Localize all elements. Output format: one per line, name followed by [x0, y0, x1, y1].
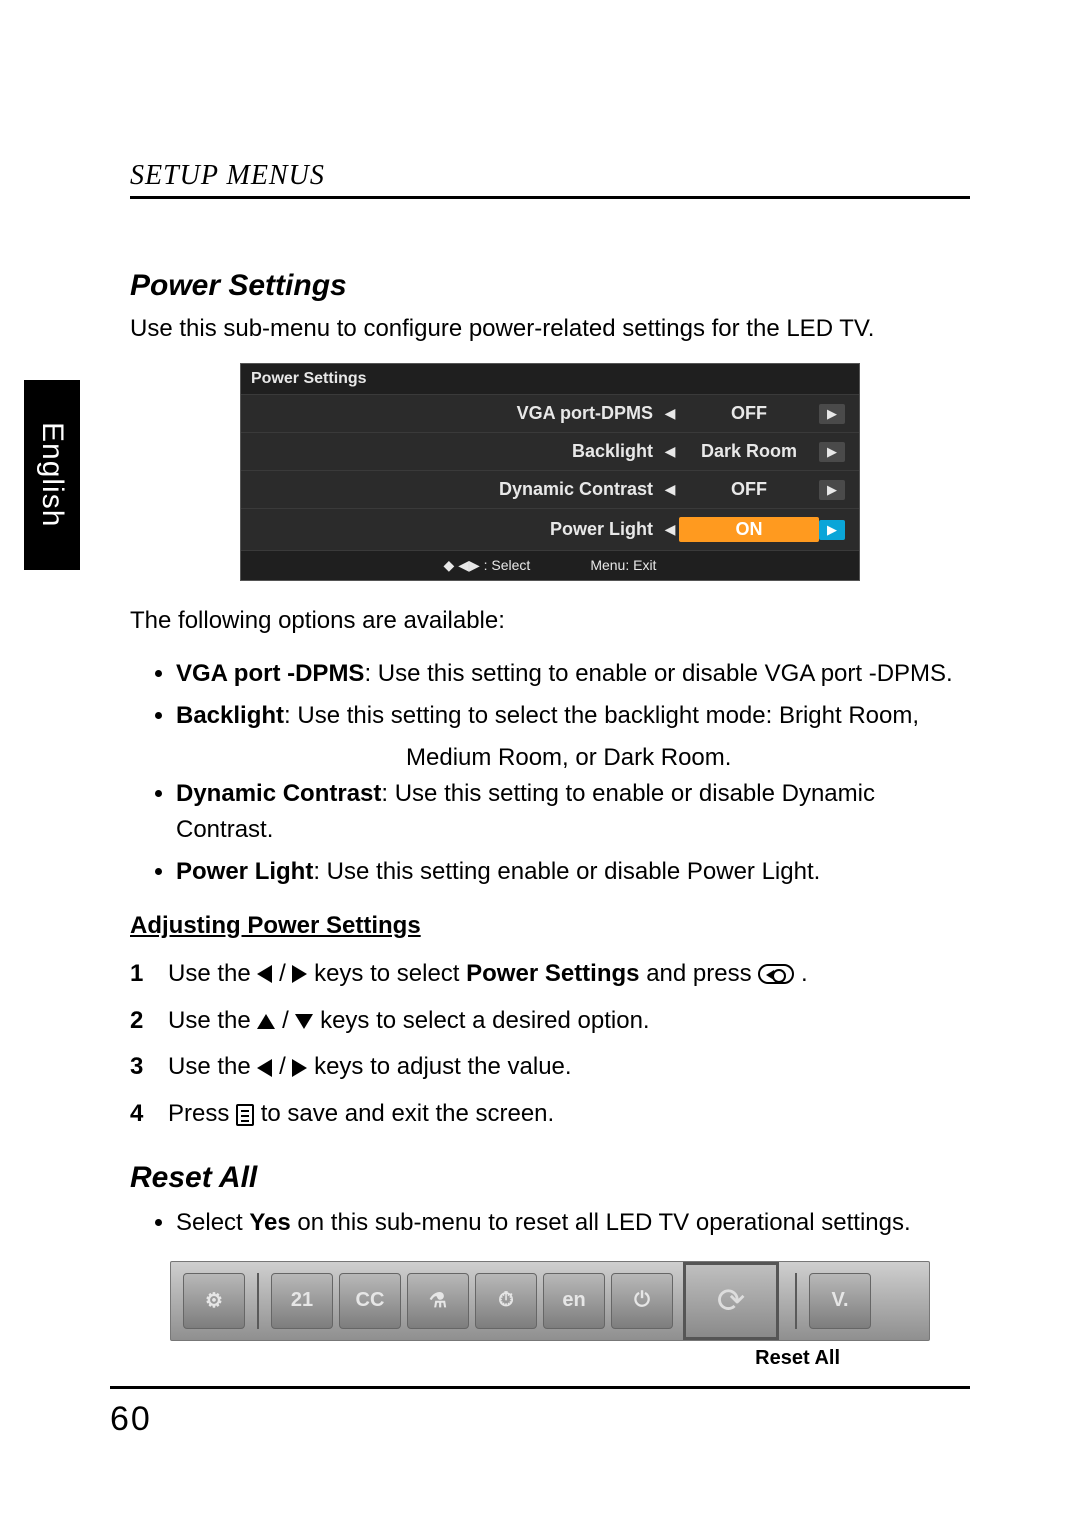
arrow-right-icon: ▶ [819, 404, 845, 424]
menu-icon [236, 1104, 254, 1126]
triangle-up-icon [257, 1014, 275, 1029]
options-list: VGA port -DPMS: Use this setting to enab… [176, 656, 970, 890]
step-4: 4 Press to save and exit the screen. [130, 1094, 970, 1135]
triangle-left-icon [257, 965, 272, 983]
option-item: Backlight: Use this setting to select th… [176, 698, 970, 734]
menu-row-value: Dark Room [679, 441, 819, 462]
section-header: SETUP MENUS [130, 160, 970, 199]
reset-bullet: Select Yes on this sub-menu to reset all… [176, 1205, 970, 1241]
arrow-right-icon: ▶ [819, 480, 845, 500]
steps-list: 1 Use the / keys to select Power Setting… [130, 954, 970, 1135]
arrow-right-icon: ▶ [819, 442, 845, 462]
menu-row: Dynamic Contrast◀OFF▶ [241, 470, 859, 508]
option-continuation: Medium Room, or Dark Room. [406, 740, 970, 776]
enter-icon [758, 964, 794, 984]
option-item: Power Light: Use this setting enable or … [176, 854, 970, 890]
power-settings-intro: Use this sub-menu to configure power-rel… [130, 313, 970, 345]
menu-title: Power Settings [241, 364, 859, 394]
menu-footer-exit: Menu: Exit [590, 557, 656, 574]
menu-row: Backlight◀Dark Room▶ [241, 432, 859, 470]
step-3: 3 Use the / keys to adjust the value. [130, 1047, 970, 1088]
icon-language: en [543, 1273, 605, 1329]
triangle-left-icon [257, 1059, 272, 1077]
arrow-right-icon: ▶ [819, 520, 845, 540]
arrow-left-icon: ◀ [661, 405, 679, 422]
option-item: Dynamic Contrast: Use this setting to en… [176, 776, 970, 848]
menu-row: VGA port-DPMS◀OFF▶ [241, 394, 859, 432]
footer-rule [110, 1386, 970, 1389]
step-1: 1 Use the / keys to select Power Setting… [130, 954, 970, 995]
menu-row-value: ON [679, 517, 819, 542]
language-tab: English [24, 380, 80, 570]
menu-row-label: Power Light [255, 519, 661, 540]
menu-footer-select: ◆ ◀▶ : Select [444, 557, 531, 574]
icon-power: ⏻ [611, 1273, 673, 1329]
icon-settings: ⚙ [183, 1273, 245, 1329]
option-item: VGA port -DPMS: Use this setting to enab… [176, 656, 970, 692]
power-settings-heading: Power Settings [130, 269, 970, 303]
icon-cc: CC [339, 1273, 401, 1329]
arrow-left-icon: ◀ [661, 443, 679, 460]
reset-bullet-list: Select Yes on this sub-menu to reset all… [176, 1205, 970, 1241]
arrow-left-icon: ◀ [661, 521, 679, 538]
reset-all-heading: Reset All [130, 1161, 970, 1195]
icon-lab: ⚗ [407, 1273, 469, 1329]
menu-row-value: OFF [679, 403, 819, 424]
triangle-right-icon [292, 965, 307, 983]
menu-row-label: Dynamic Contrast [255, 479, 661, 500]
triangle-right-icon [292, 1059, 307, 1077]
menu-icon-bar: ⚙ 21 CC ⚗ ⏱ en ⏻ ⟳ V. [170, 1261, 930, 1341]
reset-caption: Reset All [170, 1347, 930, 1370]
menu-row-label: VGA port-DPMS [255, 403, 661, 424]
triangle-down-icon [295, 1014, 313, 1029]
arrow-left-icon: ◀ [661, 481, 679, 498]
step-2: 2 Use the / keys to select a desired opt… [130, 1001, 970, 1042]
menu-footer: ◆ ◀▶ : Select Menu: Exit [241, 550, 859, 580]
icon-version: V. [809, 1273, 871, 1329]
icon-timer: ⏱ [475, 1273, 537, 1329]
menu-row: Power Light◀ON▶ [241, 508, 859, 550]
power-settings-menu: Power Settings VGA port-DPMS◀OFF▶Backlig… [240, 363, 860, 581]
icon-reset-highlight: ⟳ [683, 1262, 779, 1340]
adjusting-heading: Adjusting Power Settings [130, 912, 970, 940]
page-number: 60 [110, 1400, 152, 1439]
menu-row-label: Backlight [255, 441, 661, 462]
menu-row-value: OFF [679, 479, 819, 500]
options-intro: The following options are available: [130, 605, 970, 637]
icon-calendar: 21 [271, 1273, 333, 1329]
